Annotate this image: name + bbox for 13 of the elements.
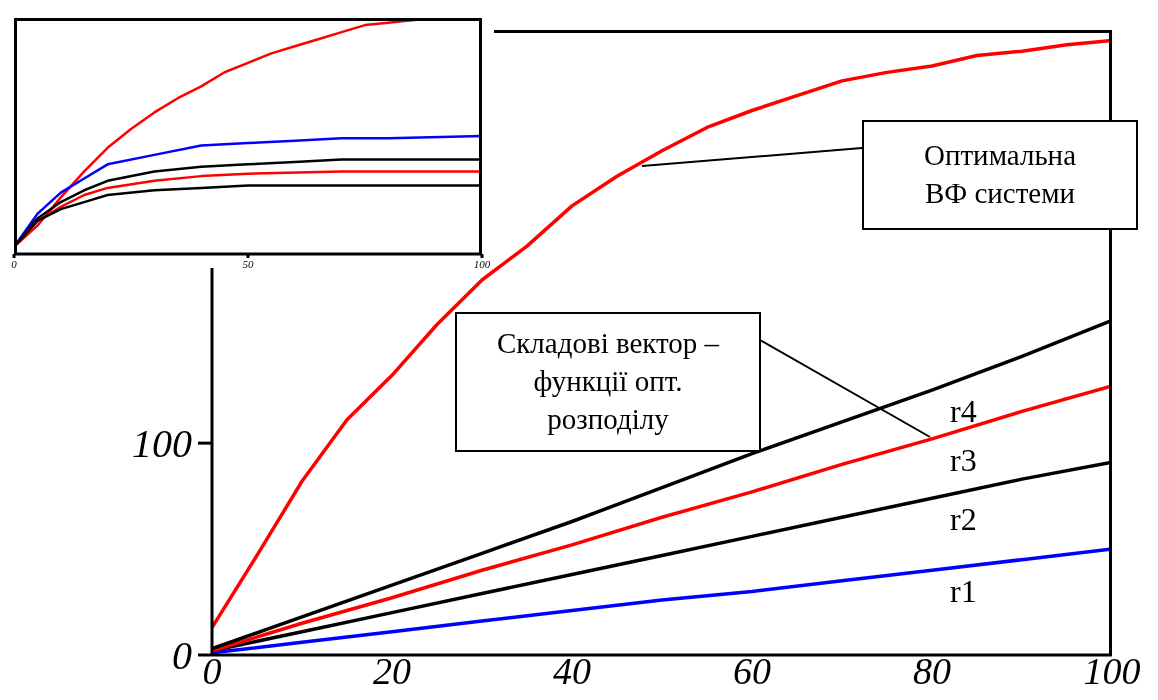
x-tick-label: 100 xyxy=(473,257,491,270)
x-tick-label: 80 xyxy=(913,649,951,692)
series-label: r3 xyxy=(950,441,977,478)
x-tick-label: 0 xyxy=(202,649,222,692)
x-tick-label: 20 xyxy=(373,649,411,692)
x-tick-label: 50 xyxy=(242,257,254,270)
series-label: r1 xyxy=(950,573,977,610)
x-tick-label: 40 xyxy=(553,649,591,692)
series-label: r2 xyxy=(950,501,977,538)
x-tick-label: 100 xyxy=(1083,649,1141,692)
series-label: r4 xyxy=(950,393,977,430)
x-tick-label: 60 xyxy=(733,649,771,692)
x-tick-label: 0 xyxy=(11,257,18,270)
